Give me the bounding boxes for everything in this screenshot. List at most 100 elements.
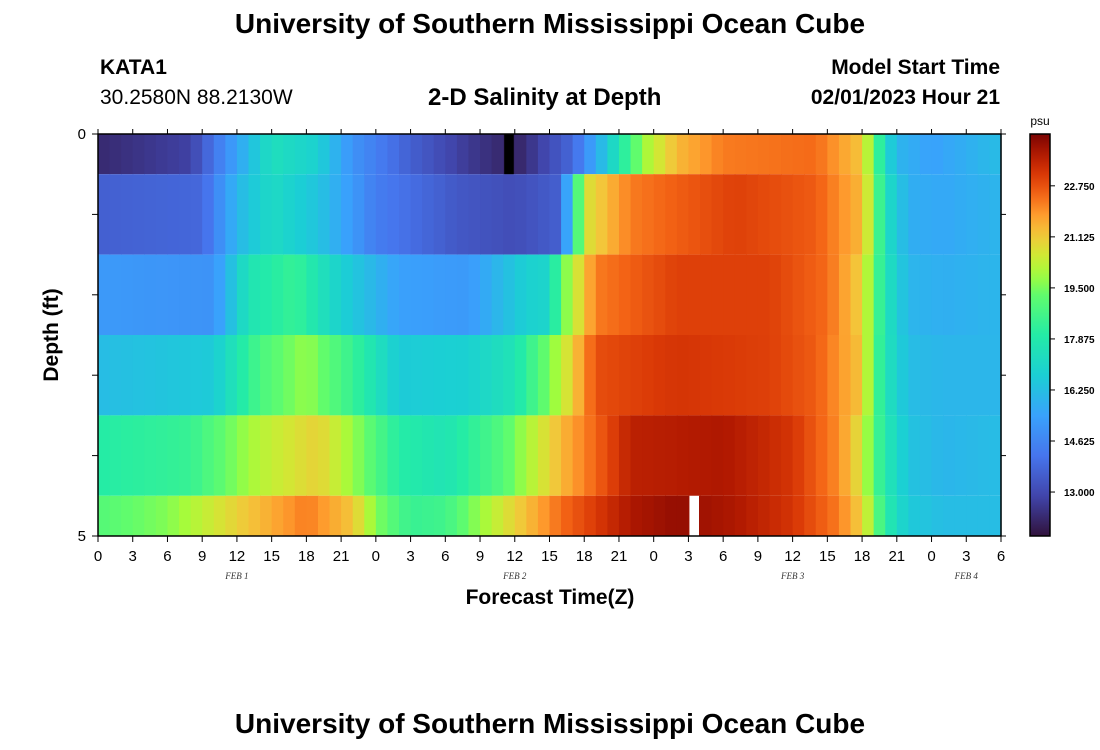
heatmap-cell bbox=[132, 495, 145, 536]
heatmap-cell bbox=[271, 254, 284, 335]
salinity-chart: 0 3 6 9 12 15 18 21 0 3 6 9 12 15 18 21 0 3 6 9 12 15 18 21 0 3 6 F… bbox=[40, 114, 1095, 609]
heatmap-cell bbox=[468, 415, 481, 496]
heatmap-cell bbox=[410, 254, 423, 335]
heatmap-cell bbox=[179, 134, 192, 175]
heatmap-cell bbox=[410, 495, 423, 536]
heatmap-cell bbox=[352, 174, 365, 255]
heatmap-cell bbox=[526, 174, 539, 255]
heatmap-cell bbox=[236, 134, 250, 175]
heatmap-cell bbox=[514, 335, 527, 416]
heatmap-cell bbox=[607, 335, 620, 416]
heatmap-cell bbox=[329, 335, 342, 416]
heatmap-cell bbox=[688, 254, 701, 335]
heatmap-cell bbox=[364, 254, 377, 335]
heatmap-cell bbox=[919, 335, 933, 416]
heatmap-cell bbox=[225, 495, 238, 536]
heatmap-cell bbox=[352, 415, 365, 496]
heatmap-cell bbox=[711, 254, 724, 335]
x-tick-label: 18 bbox=[576, 548, 593, 565]
heatmap-cell bbox=[595, 134, 608, 175]
heatmap-cell bbox=[364, 335, 377, 416]
heatmap-cell bbox=[572, 174, 585, 255]
heatmap-cell bbox=[954, 134, 967, 175]
heatmap-cell bbox=[700, 495, 713, 536]
heatmap-cell bbox=[966, 335, 979, 416]
heatmap-cell bbox=[885, 495, 898, 536]
heatmap-cell bbox=[630, 134, 643, 175]
heatmap-cell bbox=[862, 415, 875, 496]
heatmap-cell bbox=[966, 495, 979, 536]
heatmap-cell bbox=[873, 134, 886, 175]
heatmap-cell bbox=[630, 254, 643, 335]
heatmap-cell bbox=[746, 174, 759, 255]
heatmap-cell bbox=[850, 254, 863, 335]
heatmap-cell bbox=[885, 415, 898, 496]
x-tick-label: 15 bbox=[819, 548, 836, 565]
heatmap-cell bbox=[618, 415, 632, 496]
heatmap-cell bbox=[931, 415, 944, 496]
heatmap-cell bbox=[815, 335, 828, 416]
heatmap-cell bbox=[838, 495, 852, 536]
station-coords: 30.2580N 88.2130W bbox=[100, 86, 293, 109]
heatmap-cell bbox=[155, 254, 169, 335]
heatmap-cell bbox=[711, 415, 724, 496]
heatmap-cell bbox=[480, 174, 493, 255]
heatmap-cell bbox=[422, 415, 435, 496]
heatmap-cell bbox=[734, 254, 747, 335]
missing-data-cell bbox=[689, 495, 699, 536]
x-axis-label: Forecast Time(Z) bbox=[466, 586, 635, 609]
heatmap-cell bbox=[260, 415, 273, 496]
heatmap-cell bbox=[734, 134, 747, 175]
heatmap-cell bbox=[862, 134, 875, 175]
colorbar-tick-label: 16.250 bbox=[1064, 386, 1095, 397]
heatmap-cell bbox=[491, 254, 504, 335]
heatmap-cell bbox=[792, 254, 805, 335]
heatmap-cell bbox=[723, 254, 736, 335]
heatmap-cell bbox=[410, 335, 423, 416]
heatmap-cell bbox=[618, 254, 632, 335]
heatmap-cell bbox=[491, 174, 504, 255]
heatmap-cell bbox=[931, 495, 944, 536]
heatmap-cell bbox=[468, 174, 481, 255]
heatmap-cell bbox=[468, 335, 481, 416]
heatmap-cell bbox=[121, 174, 134, 255]
heatmap-cell bbox=[862, 174, 875, 255]
heatmap-cell bbox=[468, 134, 481, 175]
heatmap-cell bbox=[202, 134, 215, 175]
heatmap-cell bbox=[155, 415, 169, 496]
model-start-value: 02/01/2023 Hour 21 bbox=[810, 86, 1000, 109]
heatmap-cell bbox=[827, 415, 840, 496]
heatmap-cell bbox=[248, 174, 261, 255]
heatmap-cell bbox=[977, 134, 991, 175]
heatmap-cell bbox=[618, 174, 632, 255]
heatmap-cell bbox=[271, 134, 284, 175]
heatmap-cell bbox=[248, 335, 261, 416]
heatmap-cell bbox=[584, 174, 597, 255]
x-tick-label: 0 bbox=[927, 548, 935, 565]
heatmap-cell bbox=[908, 134, 921, 175]
heatmap-cell bbox=[317, 335, 331, 416]
heatmap-cell bbox=[711, 174, 724, 255]
heatmap-cell bbox=[132, 415, 145, 496]
heatmap-cell bbox=[896, 174, 909, 255]
x-tick-label: 6 bbox=[719, 548, 727, 565]
heatmap-cell bbox=[700, 174, 713, 255]
x-tick-label: 15 bbox=[263, 548, 280, 565]
heatmap-cell bbox=[317, 134, 331, 175]
heatmap-cell bbox=[781, 174, 794, 255]
heatmap-cell bbox=[456, 174, 470, 255]
heatmap-cell bbox=[943, 335, 956, 416]
heatmap-cell bbox=[375, 335, 389, 416]
heatmap-cell bbox=[283, 415, 296, 496]
missing-data-cell bbox=[504, 134, 514, 175]
heatmap-cell bbox=[711, 495, 724, 536]
heatmap-cell bbox=[734, 495, 747, 536]
heatmap-cell bbox=[341, 134, 354, 175]
heatmap-cell bbox=[954, 254, 967, 335]
heatmap-cell bbox=[248, 415, 261, 496]
heatmap-cell bbox=[757, 495, 771, 536]
heatmap-cell bbox=[676, 174, 690, 255]
heatmap-cell bbox=[711, 335, 724, 416]
heatmap-cell bbox=[352, 134, 365, 175]
colorbar-gradient bbox=[1029, 133, 1051, 537]
